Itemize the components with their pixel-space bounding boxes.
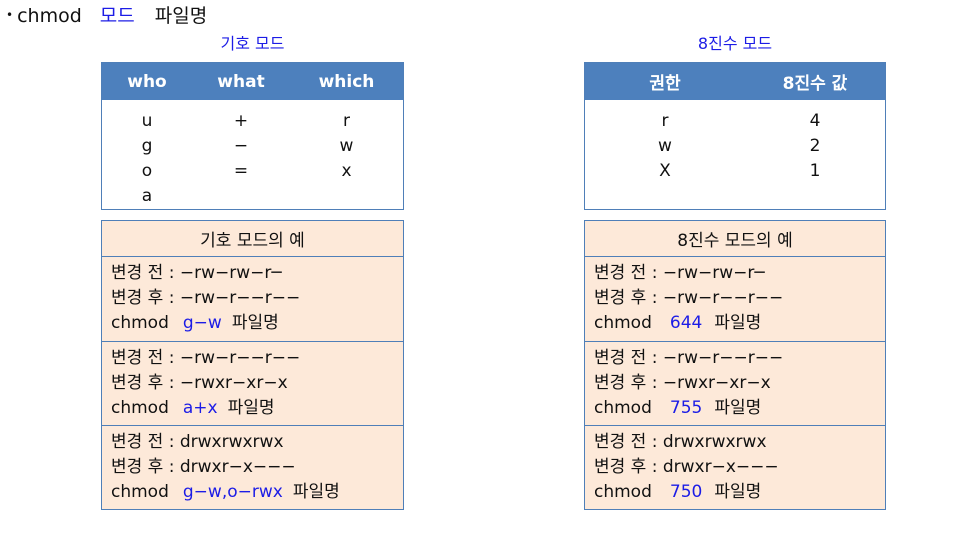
table-cell: 2 <box>809 135 821 156</box>
command-file: 파일명 <box>714 482 762 502</box>
example-after: 변경 후 : drwxr−x−−− <box>111 457 296 477</box>
table-row: o = x <box>102 158 403 183</box>
page-heading: • chmod 모드 파일명 <box>6 2 207 29</box>
example-block: 변경 전 : −rw−rw−r─ 변경 후 : −rw−r−−r−− chmod… <box>102 257 403 341</box>
octal-table-body: r 4 w 2 X 1 <box>585 100 885 183</box>
command-name: chmod <box>594 398 652 418</box>
command-name: chmod <box>111 482 169 502</box>
command-mode: 644 <box>669 313 703 333</box>
table-cell: x <box>341 160 352 181</box>
command-mode: 750 <box>669 482 703 502</box>
octal-caption: 8진수 모드 <box>697 34 773 53</box>
command-mode: g−w,o−rwx <box>182 482 283 502</box>
header-which: which <box>318 71 375 92</box>
table-row: r 4 <box>585 108 885 133</box>
example-block: 변경 전 : drwxrwxrwx 변경 후 : drwxr−x−−− chmo… <box>585 425 885 509</box>
table-row: g − w <box>102 133 403 158</box>
example-after: 변경 후 : −rwxr−xr−x <box>594 373 771 393</box>
octal-table-header: 권한 8진수 값 <box>585 63 885 100</box>
heading-file: 파일명 <box>154 5 208 27</box>
example-command: chmod a+x 파일명 <box>111 396 403 421</box>
example-before: 변경 전 : drwxrwxrwx <box>594 432 767 452</box>
symbolic-examples: 기호 모드의 예 변경 전 : −rw−rw−r─ 변경 후 : −rw−r−−… <box>101 220 404 510</box>
table-cell: = <box>233 160 249 181</box>
symbolic-table-header: who what which <box>102 63 403 100</box>
octal-examples: 8진수 모드의 예 변경 전 : −rw−rw−r─ 변경 후 : −rw−r−… <box>584 220 886 510</box>
octal-table: 권한 8진수 값 r 4 w 2 X 1 <box>584 62 886 210</box>
header-octal-value: 8진수 값 <box>782 74 848 94</box>
table-cell: o <box>141 160 153 181</box>
table-cell: a <box>141 185 153 206</box>
octal-examples-title: 8진수 모드의 예 <box>585 221 885 257</box>
command-mode: g−w <box>182 313 222 333</box>
example-after: 변경 후 : −rwxr−xr−x <box>111 373 288 393</box>
symbolic-table: who what which u + r g − w o = x a <box>101 62 404 210</box>
command-name: chmod <box>594 482 652 502</box>
heading-command: chmod <box>17 5 82 27</box>
heading-mode: 모드 <box>99 5 135 27</box>
table-row: u + r <box>102 108 403 133</box>
header-what: what <box>217 71 265 92</box>
table-cell: X <box>659 160 671 181</box>
example-command: chmod g−w 파일명 <box>111 311 403 336</box>
command-mode: a+x <box>182 398 218 418</box>
header-permission: 권한 <box>649 74 681 94</box>
example-command: chmod 644 파일명 <box>594 311 885 336</box>
table-cell: u <box>141 110 153 131</box>
table-cell: 4 <box>809 110 821 131</box>
example-block: 변경 전 : drwxrwxrwx 변경 후 : drwxr−x−−− chmo… <box>102 425 403 509</box>
table-cell: g <box>141 135 153 156</box>
example-before: 변경 전 : −rw−rw−r─ <box>111 263 282 283</box>
symbolic-table-body: u + r g − w o = x a <box>102 100 403 208</box>
bullet: • <box>6 8 14 22</box>
command-file: 파일명 <box>292 482 340 502</box>
command-file: 파일명 <box>231 313 279 333</box>
example-block: 변경 전 : −rw−r−−r−− 변경 후 : −rwxr−xr−x chmo… <box>585 341 885 425</box>
command-file: 파일명 <box>714 398 762 418</box>
symbolic-caption: 기호 모드 <box>220 34 285 53</box>
command-file: 파일명 <box>714 313 762 333</box>
command-name: chmod <box>111 313 169 333</box>
table-cell: r <box>661 110 669 131</box>
example-command: chmod 750 파일명 <box>594 480 885 505</box>
command-name: chmod <box>111 398 169 418</box>
symbolic-examples-title: 기호 모드의 예 <box>102 221 403 257</box>
example-after: 변경 후 : −rw−r−−r−− <box>594 288 784 308</box>
command-name: chmod <box>594 313 652 333</box>
example-block: 변경 전 : −rw−rw−r─ 변경 후 : −rw−r−−r−− chmod… <box>585 257 885 341</box>
example-before: 변경 전 : −rw−rw−r─ <box>594 263 765 283</box>
table-row: a <box>102 183 403 208</box>
example-before: 변경 전 : −rw−r−−r−− <box>111 348 301 368</box>
example-command: chmod 755 파일명 <box>594 396 885 421</box>
example-before: 변경 전 : drwxrwxrwx <box>111 432 284 452</box>
example-after: 변경 후 : drwxr−x−−− <box>594 457 779 477</box>
table-cell: r <box>343 110 350 131</box>
header-who: who <box>127 71 167 92</box>
table-row: X 1 <box>585 158 885 183</box>
table-cell: 1 <box>809 160 821 181</box>
example-block: 변경 전 : −rw−r−−r−− 변경 후 : −rwxr−xr−x chmo… <box>102 341 403 425</box>
example-after: 변경 후 : −rw−r−−r−− <box>111 288 301 308</box>
table-cell: w <box>339 135 354 156</box>
command-file: 파일명 <box>227 398 275 418</box>
table-cell: w <box>658 135 672 156</box>
table-row: w 2 <box>585 133 885 158</box>
example-command: chmod g−w,o−rwx 파일명 <box>111 480 403 505</box>
table-cell: + <box>233 110 249 131</box>
command-mode: 755 <box>669 398 703 418</box>
example-before: 변경 전 : −rw−r−−r−− <box>594 348 784 368</box>
table-cell: − <box>233 135 249 156</box>
